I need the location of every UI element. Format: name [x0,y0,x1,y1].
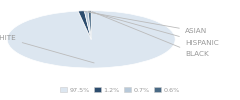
Legend: 97.5%, 1.2%, 0.7%, 0.6%: 97.5%, 1.2%, 0.7%, 0.6% [60,87,180,93]
Text: BLACK: BLACK [92,12,209,57]
Wedge shape [88,11,91,39]
Wedge shape [84,11,91,39]
Text: WHITE: WHITE [0,35,94,63]
Text: ASIAN: ASIAN [84,11,207,34]
Wedge shape [7,11,175,68]
Text: HISPANIC: HISPANIC [89,12,219,46]
Wedge shape [78,11,91,39]
